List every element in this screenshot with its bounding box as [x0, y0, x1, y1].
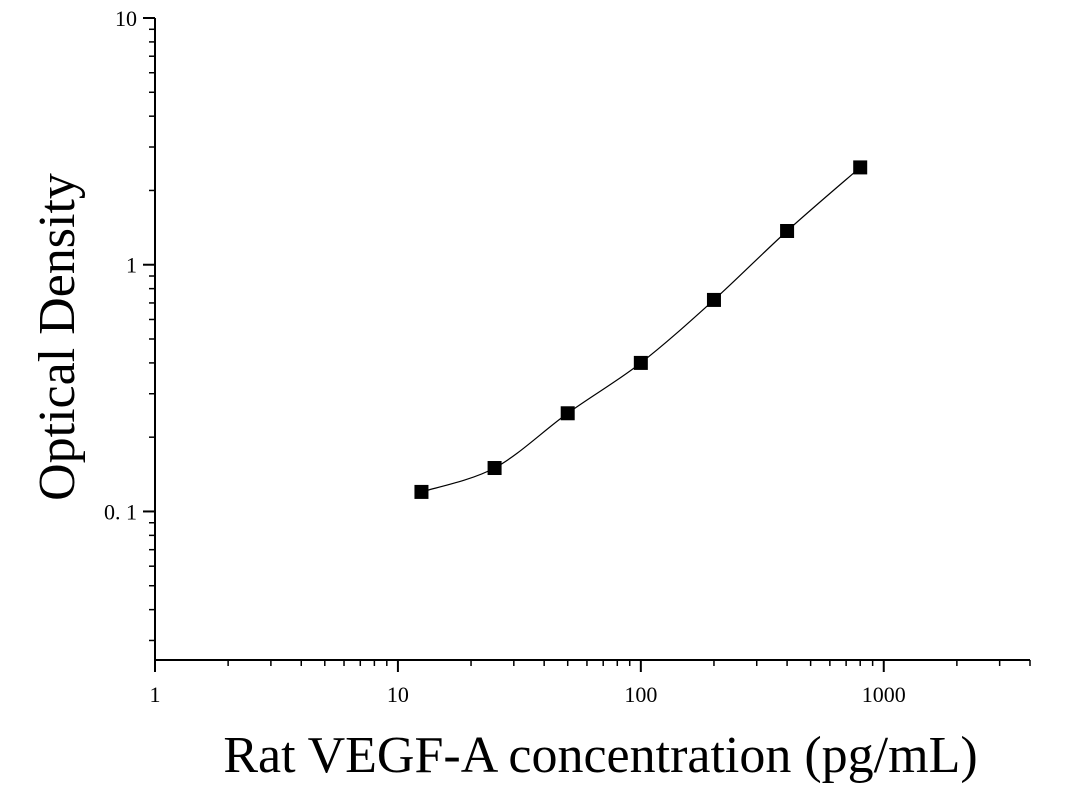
data-point [560, 406, 575, 421]
x-tick-label: 100 [624, 682, 657, 707]
x-tick-label: 1000 [862, 682, 906, 707]
axes [154, 18, 1030, 661]
y-tick-label: 1 [126, 253, 137, 278]
data-point [414, 484, 429, 499]
y-tick-label: 0. 1 [104, 499, 137, 524]
fit-curve-layer [421, 166, 861, 493]
fit-curve [421, 166, 861, 493]
y-tick-label: 10 [115, 6, 137, 31]
data-point [706, 292, 721, 307]
ticks: 1 10 100 1000 0. 1 1 10 [104, 6, 1031, 707]
y-axis-title: Optical Density [29, 173, 86, 501]
x-tick-label: 10 [387, 682, 409, 707]
data-point [780, 223, 795, 238]
x-axis-title: Rat VEGF-A concentration (pg/mL) [223, 727, 977, 784]
data-points [414, 160, 868, 499]
x-tick-label: 1 [150, 682, 161, 707]
data-point [853, 160, 868, 175]
data-point [633, 355, 648, 370]
data-point [487, 461, 502, 476]
